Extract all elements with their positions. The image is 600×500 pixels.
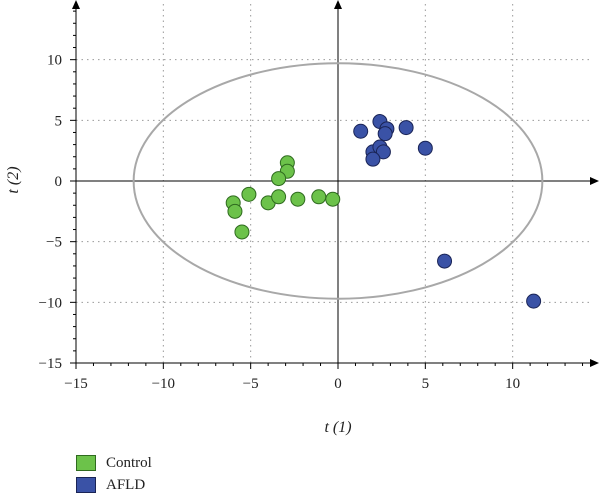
point-afld — [365, 151, 381, 167]
grid — [76, 4, 590, 363]
point-afld — [398, 120, 414, 136]
point-control — [271, 171, 287, 187]
legend-swatch-control — [76, 455, 96, 471]
y-tick-label: −15 — [39, 356, 62, 372]
y-axis-label: t (2) — [5, 166, 22, 193]
point-afld — [437, 253, 453, 269]
zero-horizontal-arrow — [590, 177, 599, 185]
y-tick-label: 5 — [55, 113, 63, 129]
zero-vertical-arrow — [334, 0, 342, 9]
x-tick-label: 5 — [422, 376, 430, 392]
y-tick-label: −5 — [46, 235, 62, 251]
point-control — [227, 203, 243, 219]
point-afld — [375, 144, 391, 160]
y-axis-arrow — [72, 0, 80, 9]
x-axis-arrow — [590, 359, 599, 367]
point-control — [271, 189, 287, 205]
x-tick-label: 0 — [334, 376, 342, 392]
point-afld — [377, 126, 393, 142]
confidence-ellipse-layer — [132, 62, 544, 300]
legend-swatch-afld — [76, 477, 96, 493]
point-control — [325, 191, 341, 207]
x-tick-label: 10 — [505, 376, 520, 392]
y-tick-label: 0 — [55, 174, 63, 190]
axes — [70, 0, 599, 369]
point-control — [234, 224, 250, 240]
points — [225, 114, 542, 309]
point-afld — [526, 293, 542, 309]
point-control — [290, 191, 306, 207]
legend-label-afld: AFLD — [106, 476, 146, 493]
y-tick-label: 10 — [47, 53, 62, 69]
legend-item-control: Control — [76, 452, 152, 474]
x-tick-label: −10 — [152, 376, 175, 392]
legend-item-afld: AFLD — [76, 474, 152, 496]
x-axis-label: t (1) — [324, 419, 351, 436]
point-afld — [417, 140, 433, 156]
y-tick-label: −10 — [39, 295, 62, 311]
confidence-ellipse — [132, 62, 544, 300]
x-tick-label: −5 — [243, 376, 259, 392]
x-tick-label: −15 — [64, 376, 87, 392]
point-control — [311, 189, 327, 205]
legend-label-control: Control — [106, 454, 152, 471]
tick-labels: −15 −10 −5 0 5 10 −15 −10 −5 0 5 10 — [39, 53, 521, 392]
legend: Control AFLD — [76, 452, 152, 496]
point-afld — [353, 123, 369, 139]
point-control — [241, 186, 257, 202]
